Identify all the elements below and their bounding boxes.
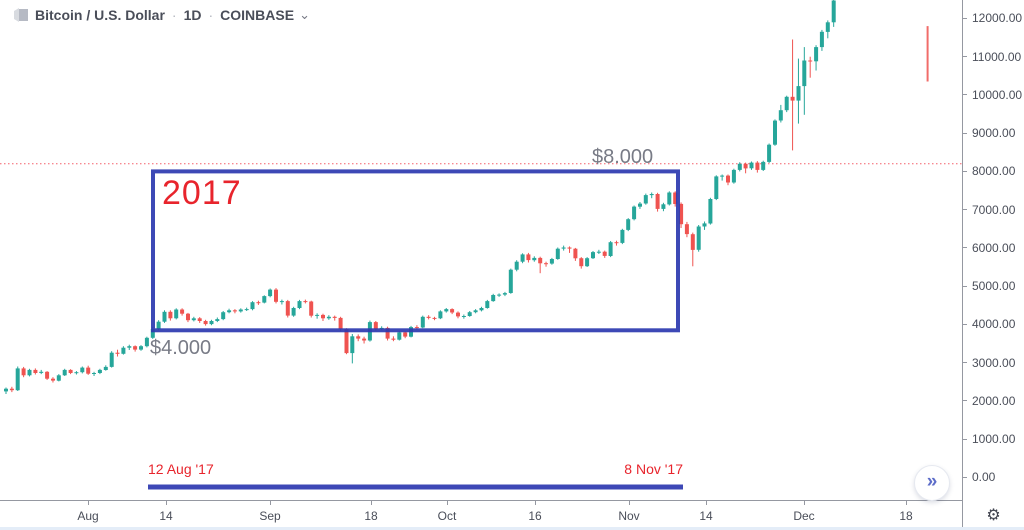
price-axis-tick (962, 362, 967, 364)
price-axis-label: 9000.00 (972, 126, 1016, 141)
price-axis-label: 8000.00 (972, 164, 1016, 179)
exchange-label[interactable]: COINBASE (220, 7, 295, 23)
time-axis-label: Nov (618, 509, 640, 523)
year-annotation[interactable]: 2017 (162, 174, 242, 212)
time-axis-label: Dec (793, 509, 815, 523)
time-scale[interactable]: Aug 14 Sep 18 Oct 16 Nov 14 Dec 18 (0, 500, 1024, 530)
price-axis-tick (962, 247, 967, 249)
time-axis-tick (906, 500, 907, 505)
time-axis-tick (804, 500, 805, 505)
price-scale[interactable]: 0.00 1000.00 2000.00 3000.00 4000.00 5000.00 6… (962, 0, 1024, 500)
double-chevron-right-icon: » (926, 471, 938, 492)
time-axis-tick (371, 500, 372, 505)
time-axis-label: Sep (259, 509, 281, 523)
bottom-toolbar-edge (0, 527, 1024, 530)
price-axis-tick (962, 132, 967, 134)
price-axis-tick (962, 438, 967, 440)
price-axis-label: 4000.00 (972, 317, 1016, 332)
range-start-date-label[interactable]: 12 Aug '17 (148, 461, 214, 477)
time-axis-label: 14 (699, 509, 713, 523)
price-axis-tick (962, 209, 967, 211)
upper-price-annotation[interactable]: $8.000 (592, 146, 654, 168)
price-axis-label: 2000.00 (972, 393, 1016, 408)
price-axis-label: 1000.00 (972, 432, 1016, 447)
time-axis-tick (447, 500, 448, 505)
axis-settings-cell[interactable]: ⚙ (962, 500, 1024, 530)
symbol-header[interactable]: Bitcoin / U.S. Dollar · 1D · COINBASE ⌄ (14, 7, 310, 23)
price-axis-tick (962, 94, 967, 96)
price-axis-label: 12000.00 (972, 11, 1023, 26)
time-axis-label: 18 (899, 509, 913, 523)
time-axis-tick (629, 500, 630, 505)
time-axis-tick (270, 500, 271, 505)
settings-gear-icon[interactable]: ⚙ (986, 507, 1001, 524)
time-axis-label: 18 (364, 509, 378, 523)
scroll-to-realtime-button[interactable]: » (914, 465, 950, 501)
price-axis-tick (962, 56, 967, 58)
tradingview-logo-icon (14, 8, 28, 22)
time-axis-label: 16 (528, 509, 542, 523)
time-axis-label: 14 (159, 509, 173, 523)
time-axis-tick (706, 500, 707, 505)
time-axis-tick (88, 500, 89, 505)
rectangle-annotation[interactable] (151, 169, 680, 333)
price-axis-tick (962, 323, 967, 325)
price-axis-label: 6000.00 (972, 240, 1016, 255)
interval-label[interactable]: 1D (183, 7, 202, 23)
price-axis-tick (962, 400, 967, 402)
price-axis-tick (962, 17, 967, 19)
symbol-title[interactable]: Bitcoin / U.S. Dollar (35, 7, 165, 23)
price-axis-label: 5000.00 (972, 279, 1016, 294)
price-axis-label: 10000.00 (972, 87, 1023, 102)
price-axis-label: 3000.00 (972, 355, 1016, 370)
lower-price-annotation[interactable]: $4.000 (150, 337, 212, 359)
price-axis-label: 11000.00 (972, 49, 1022, 64)
separator-dot: · (208, 7, 214, 23)
price-axis-label: 0.00 (972, 470, 996, 485)
time-axis-tick (166, 500, 167, 505)
price-axis-label: 7000.00 (972, 202, 1016, 217)
separator-dot: · (171, 7, 177, 23)
range-end-date-label[interactable]: 8 Nov '17 (624, 461, 683, 477)
time-axis-label: Oct (437, 509, 457, 523)
price-axis-tick (962, 170, 967, 172)
price-axis-tick (962, 285, 967, 287)
time-axis-label: Aug (77, 509, 99, 523)
chevron-down-icon[interactable]: ⌄ (299, 7, 310, 22)
price-axis-tick (962, 476, 967, 478)
time-axis-tick (535, 500, 536, 505)
